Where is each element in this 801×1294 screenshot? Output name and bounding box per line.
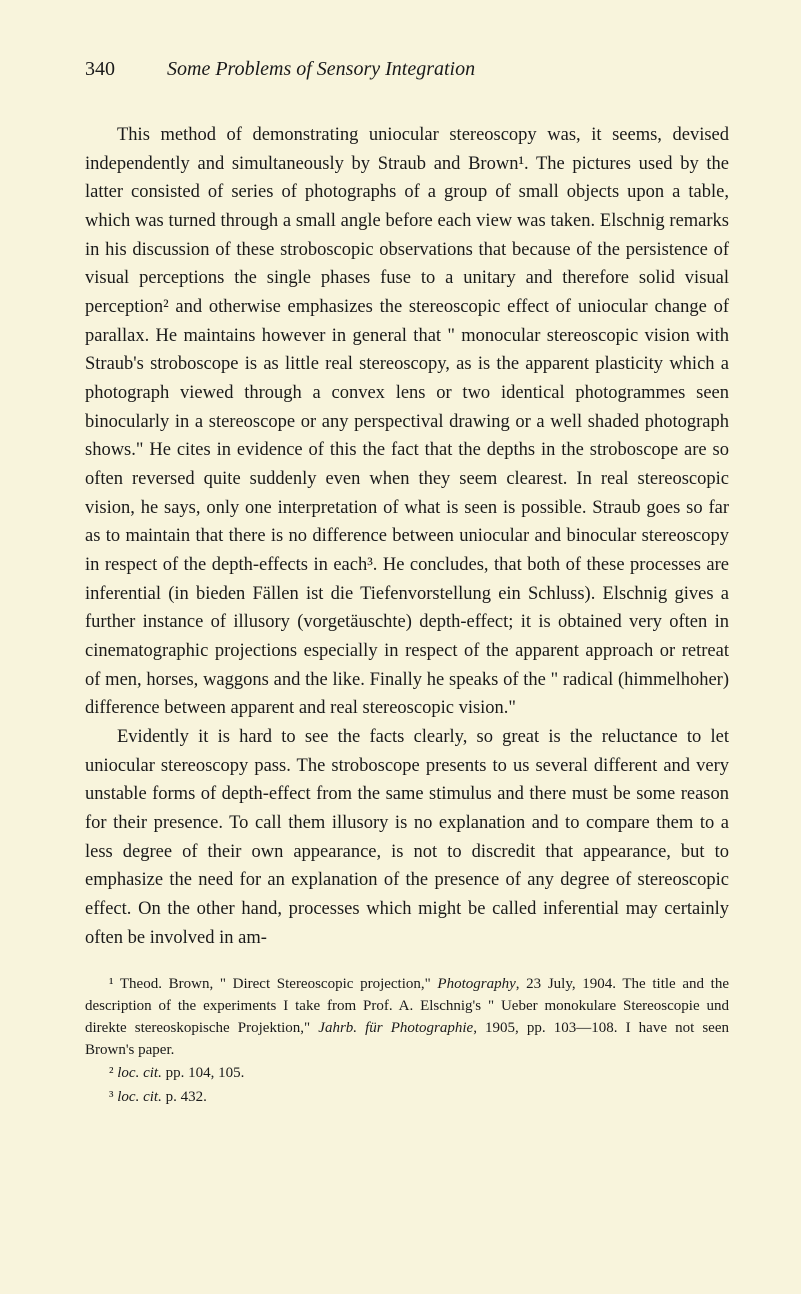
page-header: 340 Some Problems of Sensory Integration — [85, 58, 729, 81]
footnote-1: ¹ Theod. Brown, " Direct Stereoscopic pr… — [85, 974, 729, 1061]
footnote-2-text-c: pp. 104, 105. — [162, 1065, 245, 1081]
footnote-3-text-c: p. 432. — [162, 1089, 207, 1105]
paragraph-2: Evidently it is hard to see the facts cl… — [85, 723, 729, 952]
footnote-2: ² loc. cit. pp. 104, 105. — [85, 1063, 729, 1085]
footnote-1-italic-d: Jahrb. für Photographie — [318, 1020, 473, 1036]
footnote-3: ³ loc. cit. p. 432. — [85, 1087, 729, 1109]
footnote-1-text-a: ¹ Theod. Brown, " Direct Stereoscopic pr… — [109, 976, 437, 992]
footnote-3-italic-b: loc. cit. — [117, 1089, 162, 1105]
footnote-1-italic-b: Photography — [437, 976, 515, 992]
footnotes-section: ¹ Theod. Brown, " Direct Stereoscopic pr… — [85, 974, 729, 1109]
running-title: Some Problems of Sensory Integration — [167, 58, 475, 81]
footnote-3-text-a: ³ — [109, 1089, 117, 1105]
page-number: 340 — [85, 58, 115, 81]
paragraph-1: This method of demonstrating uniocular s… — [85, 121, 729, 723]
footnote-2-italic-b: loc. cit. — [117, 1065, 162, 1081]
footnote-2-text-a: ² — [109, 1065, 117, 1081]
